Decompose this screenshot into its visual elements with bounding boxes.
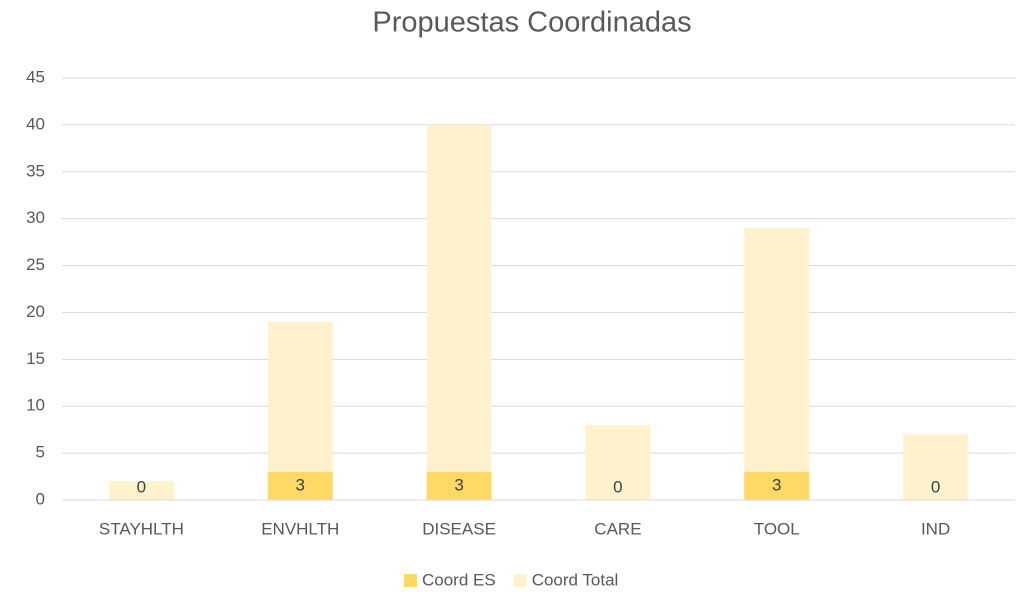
data-label: 0: [137, 477, 146, 496]
bar: [267, 321, 333, 500]
y-tick-label: 45: [26, 67, 45, 86]
data-label: 3: [454, 475, 463, 494]
data-label: 3: [772, 475, 781, 494]
y-tick-label: 5: [36, 443, 45, 462]
chart-title: Propuestas Coordinadas: [372, 7, 691, 39]
y-tick-label: 0: [36, 489, 45, 508]
data-label: 0: [613, 477, 622, 496]
data-label: 3: [296, 475, 305, 494]
legend-label: Coord Total: [532, 570, 619, 589]
bar: [426, 471, 492, 500]
data-label: 0: [931, 477, 940, 496]
y-tick-label: 20: [26, 302, 45, 321]
legend-label: Coord ES: [422, 570, 496, 589]
x-tick-label: ENVHLTH: [261, 519, 339, 538]
x-tick-label: STAYHLTH: [99, 519, 184, 538]
y-tick-label: 30: [26, 208, 45, 227]
bar: [426, 124, 492, 500]
bar: [585, 424, 651, 500]
bar: [903, 434, 969, 500]
bar: [267, 471, 333, 500]
y-tick-label: 35: [26, 161, 45, 180]
y-tick-label: 10: [26, 396, 45, 415]
legend-swatch: [404, 574, 417, 587]
y-tick-label: 15: [26, 349, 45, 368]
bar: [744, 471, 810, 500]
y-tick-label: 40: [26, 114, 45, 133]
bar: [108, 481, 174, 500]
x-tick-label: DISEASE: [422, 519, 496, 538]
x-tick-label: IND: [921, 519, 950, 538]
y-tick-label: 25: [26, 255, 45, 274]
x-tick-label: CARE: [594, 519, 641, 538]
legend-swatch: [513, 574, 527, 587]
x-tick-label: TOOL: [754, 519, 800, 538]
bar: [744, 228, 810, 501]
